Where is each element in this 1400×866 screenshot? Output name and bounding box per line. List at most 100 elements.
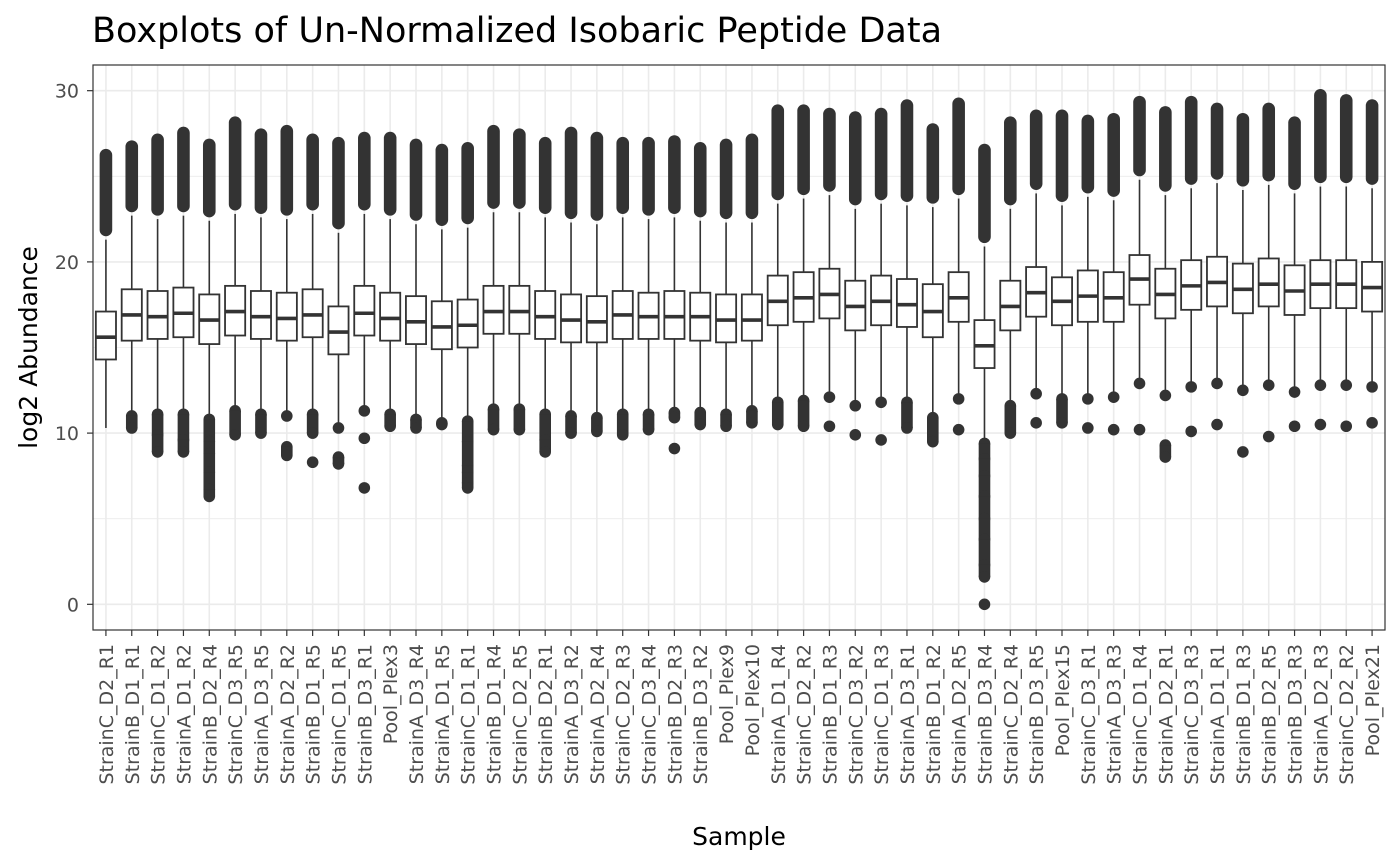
outlier-band [591, 417, 603, 432]
box-StrainA_D3_R4 [405, 138, 427, 434]
outlier-point [1314, 418, 1327, 431]
outlier-cluster-high [461, 142, 474, 225]
box-StrainC_D1_R4 [1128, 95, 1151, 436]
box-StrainA_D1_R5 [430, 143, 453, 431]
box-StrainB_D1_R5 [301, 133, 324, 469]
outlier-point [927, 435, 939, 448]
box-StrainA_D3_R1 [895, 99, 918, 434]
box-Pool_Plex9 [715, 138, 738, 433]
outlier-point [1056, 417, 1068, 429]
outlier-point [771, 418, 784, 431]
outlier-point [1185, 381, 1197, 393]
outlier-point [1314, 379, 1327, 391]
box-StrainC_D1_R5 [327, 136, 350, 470]
outlier-cluster-high [1314, 88, 1327, 184]
outlier-cluster-high [848, 111, 862, 206]
box-StrainB_D2_R3 [663, 135, 686, 455]
outlier-cluster-high [280, 124, 294, 216]
outlier-band [539, 414, 551, 440]
outlier-point [1030, 417, 1042, 429]
outlier-band [1159, 445, 1172, 458]
outlier-point [823, 391, 836, 403]
y-tick-label: 10 [55, 423, 79, 445]
outlier-point [1262, 379, 1275, 391]
outlier-point [1237, 446, 1249, 458]
outlier-band [125, 415, 138, 428]
outlier-point [1366, 381, 1378, 393]
outlier-point [281, 410, 293, 422]
x-tick-label: StrainC_D3_R5 [225, 644, 247, 785]
outlier-cluster-high [1029, 109, 1043, 190]
box-StrainC_D3_R2 [844, 111, 867, 441]
outlier-band [513, 409, 526, 430]
box-StrainA_D2_R2 [275, 124, 298, 462]
outlier-cluster-high [668, 135, 681, 214]
x-tick-label: StrainB_D2_R5 [1259, 644, 1281, 784]
outlier-point [694, 418, 707, 431]
x-tick-label: StrainB_D3_R4 [974, 644, 996, 784]
outlier-band [978, 564, 991, 577]
outlier-cluster-high [99, 148, 113, 237]
box-StrainA_D2_R3 [1309, 88, 1332, 431]
outlier-cluster-high [409, 138, 423, 221]
x-tick-label: StrainC_D1_R4 [1130, 644, 1152, 785]
outlier-point [875, 434, 887, 446]
outlier-point [720, 420, 732, 433]
outlier-band [177, 414, 190, 440]
x-tick-label: StrainC_D2_R1 [96, 644, 118, 785]
outlier-band [797, 400, 810, 427]
x-tick-label: StrainC_D1_R1 [458, 644, 480, 785]
outlier-cluster-high [1210, 102, 1224, 180]
x-tick-label: StrainA_D3_R3 [1104, 644, 1126, 784]
box-StrainB_D1_R3 [1231, 112, 1254, 458]
box-Pool_Plex3 [379, 131, 402, 433]
outlier-point [332, 458, 345, 470]
box-StrainB_D2_R5 [1257, 102, 1280, 443]
outlier-band [487, 409, 500, 430]
outlier-point [384, 420, 396, 433]
outlier-band [461, 441, 474, 466]
box-StrainB_D3_R5 [1025, 109, 1048, 429]
outlier-cluster-high [487, 124, 500, 209]
x-tick-label: Pool_Plex15 [1052, 644, 1074, 756]
x-tick-label: StrainB_D2_R3 [664, 644, 686, 784]
outlier-point [229, 429, 241, 441]
x-tick-label: StrainC_D2_R4 [1000, 644, 1022, 785]
box-iqr [353, 284, 376, 337]
outlier-point [746, 417, 758, 429]
outlier-point [668, 411, 681, 424]
box-StrainB_D2_R1 [534, 136, 557, 458]
outlier-point [1211, 377, 1223, 390]
outlier-band [901, 402, 913, 428]
outlier-band [978, 443, 991, 459]
outlier-band [255, 414, 267, 434]
box-StrainA_D1_R2 [172, 126, 195, 458]
box-StrainC_D2_R2 [792, 104, 815, 433]
outlier-cluster-high [435, 143, 449, 226]
box-StrainB_D1_R3 [818, 107, 841, 433]
outlier-point [849, 429, 862, 441]
box-Pool_Plex21 [1361, 99, 1384, 429]
outlier-cluster-high [642, 136, 655, 216]
x-tick-label: StrainC_D3_R2 [845, 644, 867, 785]
outlier-point [1185, 425, 1197, 438]
outlier-band [203, 453, 216, 473]
outlier-cluster-high [1184, 95, 1198, 185]
outlier-band [978, 458, 991, 476]
x-tick-label: StrainC_D2_R3 [613, 644, 635, 785]
x-tick-label: StrainB_D2_R4 [199, 644, 221, 784]
box-StrainC_D1_R3 [870, 107, 893, 446]
outlier-band [203, 472, 216, 490]
outlier-cluster-high [1159, 106, 1172, 192]
outlier-point [487, 423, 500, 436]
x-tick-label: StrainC_D2_R5 [509, 644, 531, 785]
outlier-point [151, 446, 164, 458]
outlier-cluster-high [254, 128, 268, 214]
box-StrainC_D3_R3 [1180, 95, 1203, 438]
outlier-band [151, 414, 164, 435]
outlier-band [978, 518, 991, 540]
outlier-point [978, 571, 991, 583]
x-tick-label: StrainA_D2_R3 [1310, 644, 1332, 784]
x-tick-label: StrainA_D3_R5 [251, 644, 273, 784]
